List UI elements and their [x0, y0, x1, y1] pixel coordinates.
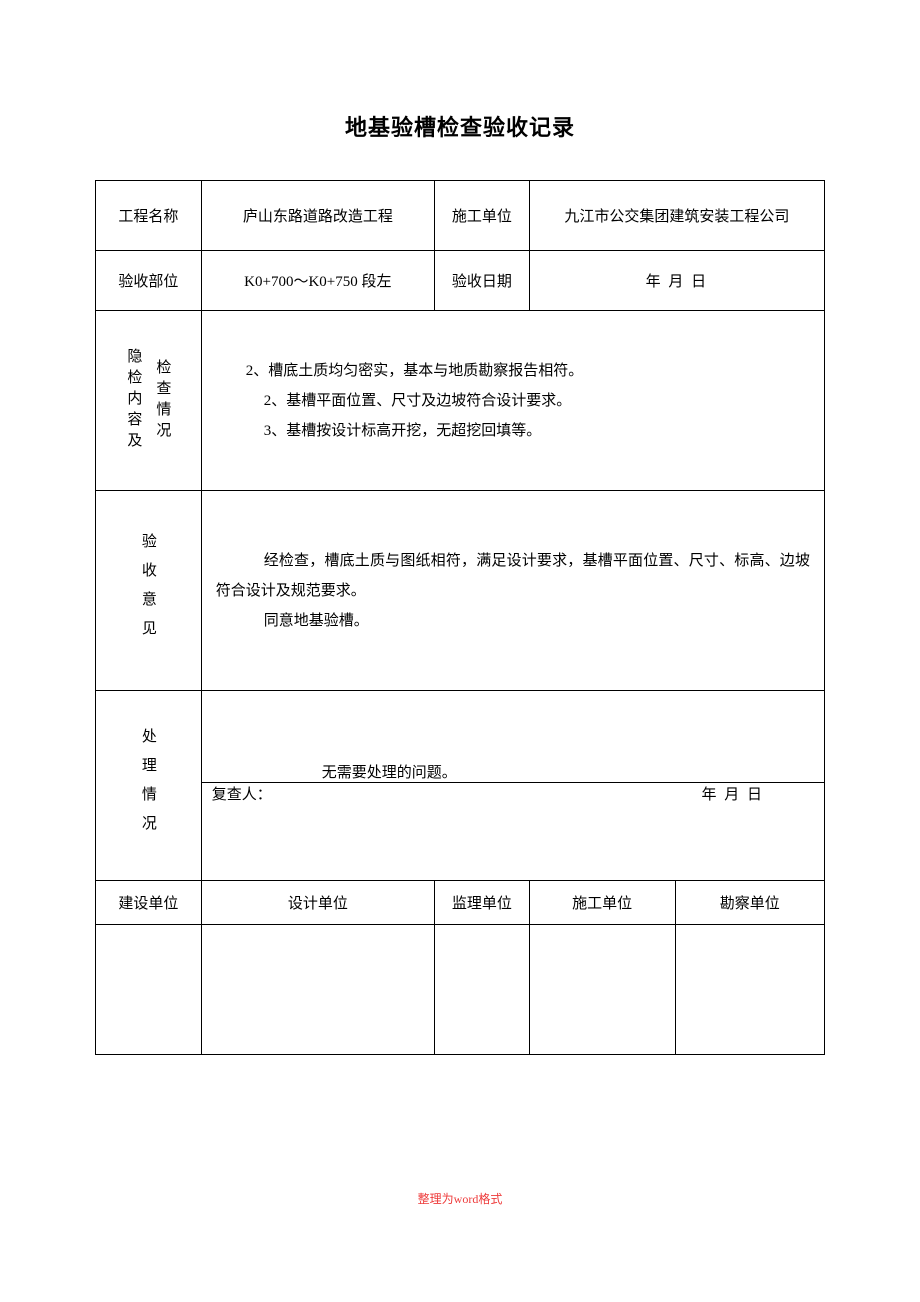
footer-word: word	[454, 1192, 479, 1206]
document-title: 地基验槽检查验收记录	[95, 110, 825, 142]
construction-unit-value: 九江市公交集团建筑安装工程公司	[529, 181, 824, 251]
processing-content: 无需要处理的问题。	[202, 761, 824, 782]
hidden-check-label: 隐检内容及 检查情况	[96, 311, 202, 491]
accept-date-label: 验收日期	[434, 251, 529, 311]
sig-col-supervise: 监理单位	[434, 881, 529, 925]
sig-col-design: 设计单位	[201, 881, 434, 925]
accept-part-label: 验收部位	[96, 251, 202, 311]
sig-construct-value	[529, 925, 675, 1055]
acceptance-opinion-content: 经检查，槽底土质与图纸相符，满足设计要求，基槽平面位置、尺寸、标高、边坡符合设计…	[201, 491, 824, 691]
accept-part-value: K0+700～K0+750 段左	[201, 251, 434, 311]
check-line-1: 2、槽底土质均匀密实，基本与地质勘察报告相符。	[216, 356, 810, 386]
footer-prefix: 整理为	[418, 1192, 454, 1206]
project-name-label: 工程名称	[96, 181, 202, 251]
sig-survey-value	[675, 925, 824, 1055]
opinion-line-1: 经检查，槽底土质与图纸相符，满足设计要求，基槽平面位置、尺寸、标高、边坡符合设计…	[216, 546, 810, 606]
sig-design-value	[201, 925, 434, 1055]
processing-content-cell: 无需要处理的问题。 复查人： 年 月 日	[201, 691, 824, 881]
footer-suffix: 格式	[478, 1192, 502, 1206]
hidden-check-content: 2、槽底土质均匀密实，基本与地质勘察报告相符。 2、基槽平面位置、尺寸及边坡符合…	[201, 311, 824, 491]
processing-label: 处理情况	[96, 691, 202, 881]
sig-col-construct: 施工单位	[529, 881, 675, 925]
opinion-line-2: 同意地基验槽。	[216, 606, 810, 636]
inspection-table: 工程名称 庐山东路道路改造工程 施工单位 九江市公交集团建筑安装工程公司 验收部…	[95, 180, 825, 1055]
check-line-3: 3、基槽按设计标高开挖，无超挖回填等。	[216, 416, 810, 446]
review-date: 年 月 日	[701, 783, 764, 804]
page-footer: 整理为word格式	[0, 1190, 920, 1207]
accept-date-value: 年 月 日	[529, 251, 824, 311]
sig-col-survey: 勘察单位	[675, 881, 824, 925]
acceptance-opinion-label: 验收意见	[96, 491, 202, 691]
review-row: 复查人： 年 月 日	[202, 782, 824, 810]
hidden-check-label-a: 隐检内容及	[123, 348, 144, 453]
sig-supervise-value	[434, 925, 529, 1055]
sig-build-value	[96, 925, 202, 1055]
sig-col-build: 建设单位	[96, 881, 202, 925]
construction-unit-label: 施工单位	[434, 181, 529, 251]
project-name-value: 庐山东路道路改造工程	[201, 181, 434, 251]
check-line-2: 2、基槽平面位置、尺寸及边坡符合设计要求。	[216, 386, 810, 416]
hidden-check-label-b: 检查情况	[152, 359, 173, 443]
review-person-label: 复查人：	[212, 783, 272, 804]
